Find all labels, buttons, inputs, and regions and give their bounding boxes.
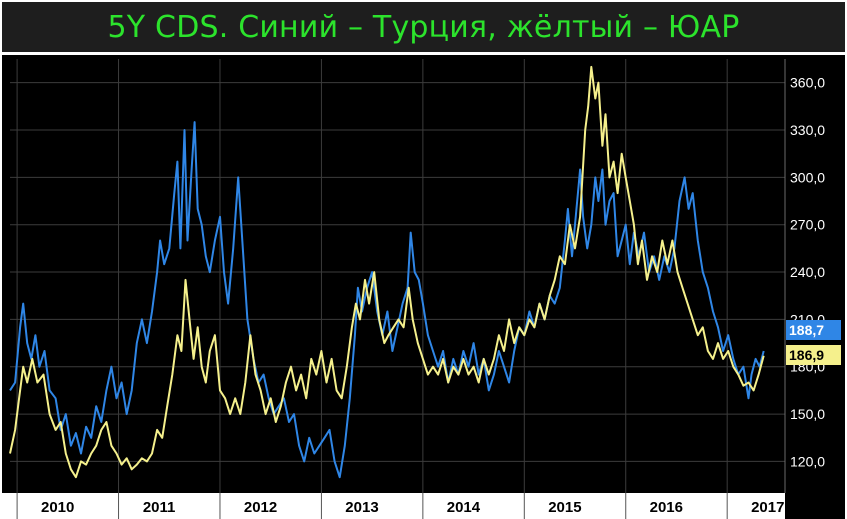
x-tick-label: 2010 (41, 499, 74, 516)
last-value-label-south_africa: 186,9 (789, 347, 824, 363)
y-tick-label: 120,0 (790, 453, 825, 469)
cds-line-chart: 120,0150,0180,0210,0240,0270,0300,0330,0… (2, 59, 841, 519)
y-tick-label: 360,0 (790, 75, 825, 91)
x-tick-label: 2017 (751, 499, 784, 516)
x-tick-label: 2016 (650, 499, 683, 516)
series-line-turkey (9, 121, 765, 479)
last-value-label-turkey: 188,7 (789, 322, 824, 338)
axis-layer: 120,0150,0180,0210,0240,0270,0300,0330,0… (2, 75, 841, 519)
y-tick-label: 270,0 (790, 217, 825, 233)
chart-title-bar: 5Y CDS. Синий – Турция, жёлтый – ЮАР (2, 2, 845, 52)
chart-title: 5Y CDS. Синий – Турция, жёлтый – ЮАР (107, 9, 740, 45)
y-tick-label: 330,0 (790, 122, 825, 138)
y-tick-label: 240,0 (790, 264, 825, 280)
grid-layer (10, 59, 786, 493)
x-tick-label: 2012 (244, 499, 277, 516)
x-tick-label: 2014 (447, 499, 481, 516)
last-value-tag-south_africa (786, 345, 841, 365)
x-tick-label: 2015 (548, 499, 581, 516)
x-axis-band (2, 493, 785, 519)
y-tick-label: 150,0 (790, 406, 825, 422)
x-tick-label: 2013 (345, 499, 378, 516)
chart-area: 120,0 150,0 180,0 210,0 240,0 270,0 300,0 330,0… (2, 55, 845, 519)
series-layer (9, 65, 765, 479)
x-tick-label: 2011 (143, 499, 176, 516)
series-line-south_africa (9, 65, 765, 479)
y-tick-label: 300,0 (790, 169, 825, 185)
last-value-tag-turkey (786, 320, 841, 340)
